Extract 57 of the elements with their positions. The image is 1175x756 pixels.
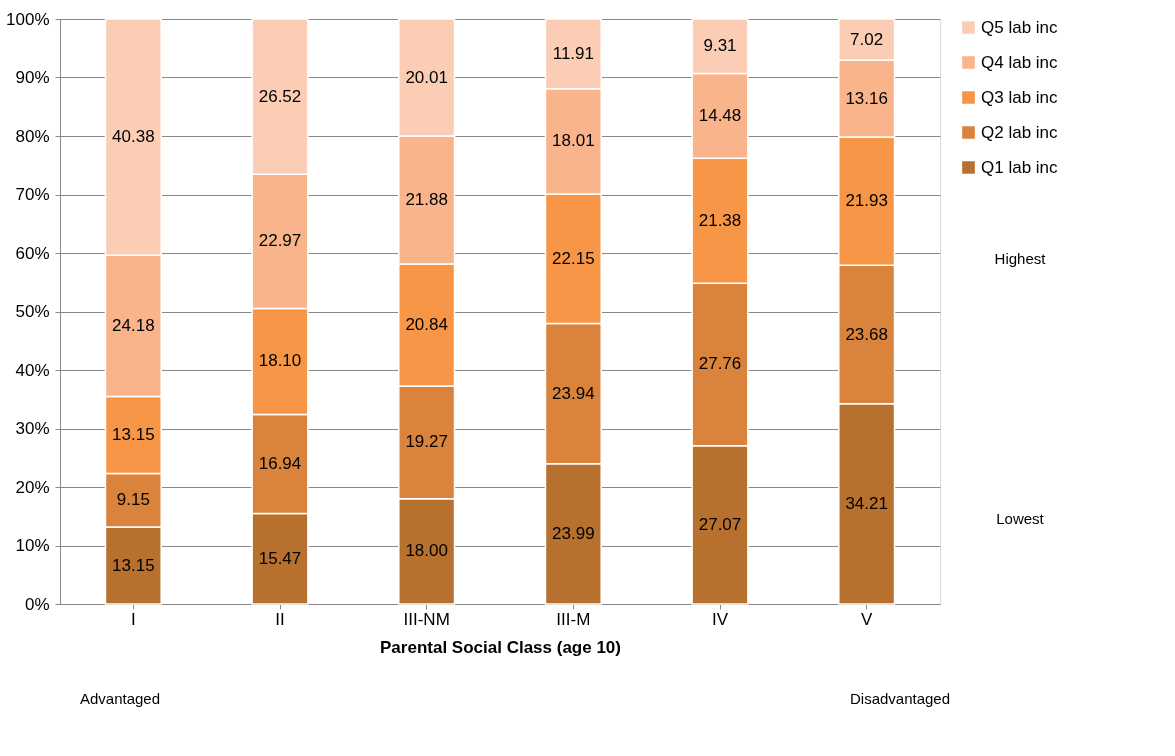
- data-label: 27.76: [698, 354, 742, 374]
- x-tick-label: V: [860, 609, 873, 629]
- data-label: 13.16: [845, 88, 888, 108]
- data-label: 23.68: [845, 324, 888, 344]
- data-label: 7.02: [850, 29, 884, 49]
- data-label: 34.21: [845, 493, 888, 513]
- data-label: 13.15: [112, 555, 155, 575]
- text: Advantaged: [79, 690, 161, 707]
- y-tick-label: 50%: [15, 302, 50, 321]
- y-tick-label: 100%: [6, 9, 50, 29]
- data-label: 20.84: [405, 315, 448, 335]
- data-label: 20.01: [405, 67, 448, 87]
- y-tick-label: 20%: [15, 477, 50, 497]
- y-tick-label: 0%: [24, 594, 50, 614]
- x-tick-label: I: [130, 609, 136, 629]
- data-label: 14.48: [698, 105, 742, 125]
- data-label: 18.00: [405, 541, 448, 561]
- y-tick-label: 60%: [15, 243, 50, 263]
- data-label: 18.01: [552, 131, 595, 151]
- text: Highest: [994, 250, 1047, 267]
- data-label: 16.94: [258, 453, 302, 473]
- data-label: 9.15: [116, 490, 150, 510]
- x-axis-title: Parental Social Class (age 10): [380, 637, 621, 657]
- y-tick-label: 10%: [15, 536, 50, 555]
- data-label: 18.10: [258, 351, 302, 371]
- text: Disadvantaged: [849, 690, 951, 707]
- data-label: 21.38: [698, 210, 742, 230]
- legend-label: Q4 lab inc: [981, 52, 1059, 72]
- x-tick-label: II: [275, 609, 285, 629]
- data-label: 21.88: [405, 190, 448, 210]
- data-label: 40.38: [112, 127, 155, 147]
- y-tick-label: 30%: [15, 419, 50, 438]
- legend-label: Q3 lab inc: [981, 87, 1059, 107]
- legend-label: Q1 lab inc: [981, 157, 1059, 177]
- data-label: 27.07: [698, 514, 742, 534]
- data-label: 9.31: [703, 36, 737, 56]
- text: Lowest: [996, 510, 1045, 527]
- legend-label: Q2 lab inc: [981, 122, 1059, 142]
- data-label: 22.97: [258, 231, 302, 251]
- y-tick-label: 70%: [15, 185, 50, 204]
- data-label: 19.27: [405, 432, 448, 452]
- legend-label: Q5 lab inc: [981, 17, 1059, 37]
- x-tick-label: IV: [711, 609, 729, 629]
- data-label: 23.99: [552, 523, 595, 543]
- data-label: 22.15: [552, 248, 595, 268]
- data-label: 24.18: [112, 315, 155, 335]
- data-label: 23.94: [552, 383, 595, 403]
- data-label: 13.15: [112, 425, 155, 445]
- data-label: 26.52: [258, 86, 302, 106]
- data-label: 15.47: [258, 548, 302, 568]
- y-tick-label: 80%: [15, 126, 50, 146]
- x-tick-label: III-M: [556, 609, 591, 629]
- data-label: 11.91: [552, 43, 594, 63]
- y-tick-label: 90%: [15, 68, 50, 87]
- y-tick-label: 40%: [15, 360, 50, 380]
- x-tick-label: III-NM: [403, 609, 450, 629]
- data-label: 21.93: [845, 191, 888, 211]
